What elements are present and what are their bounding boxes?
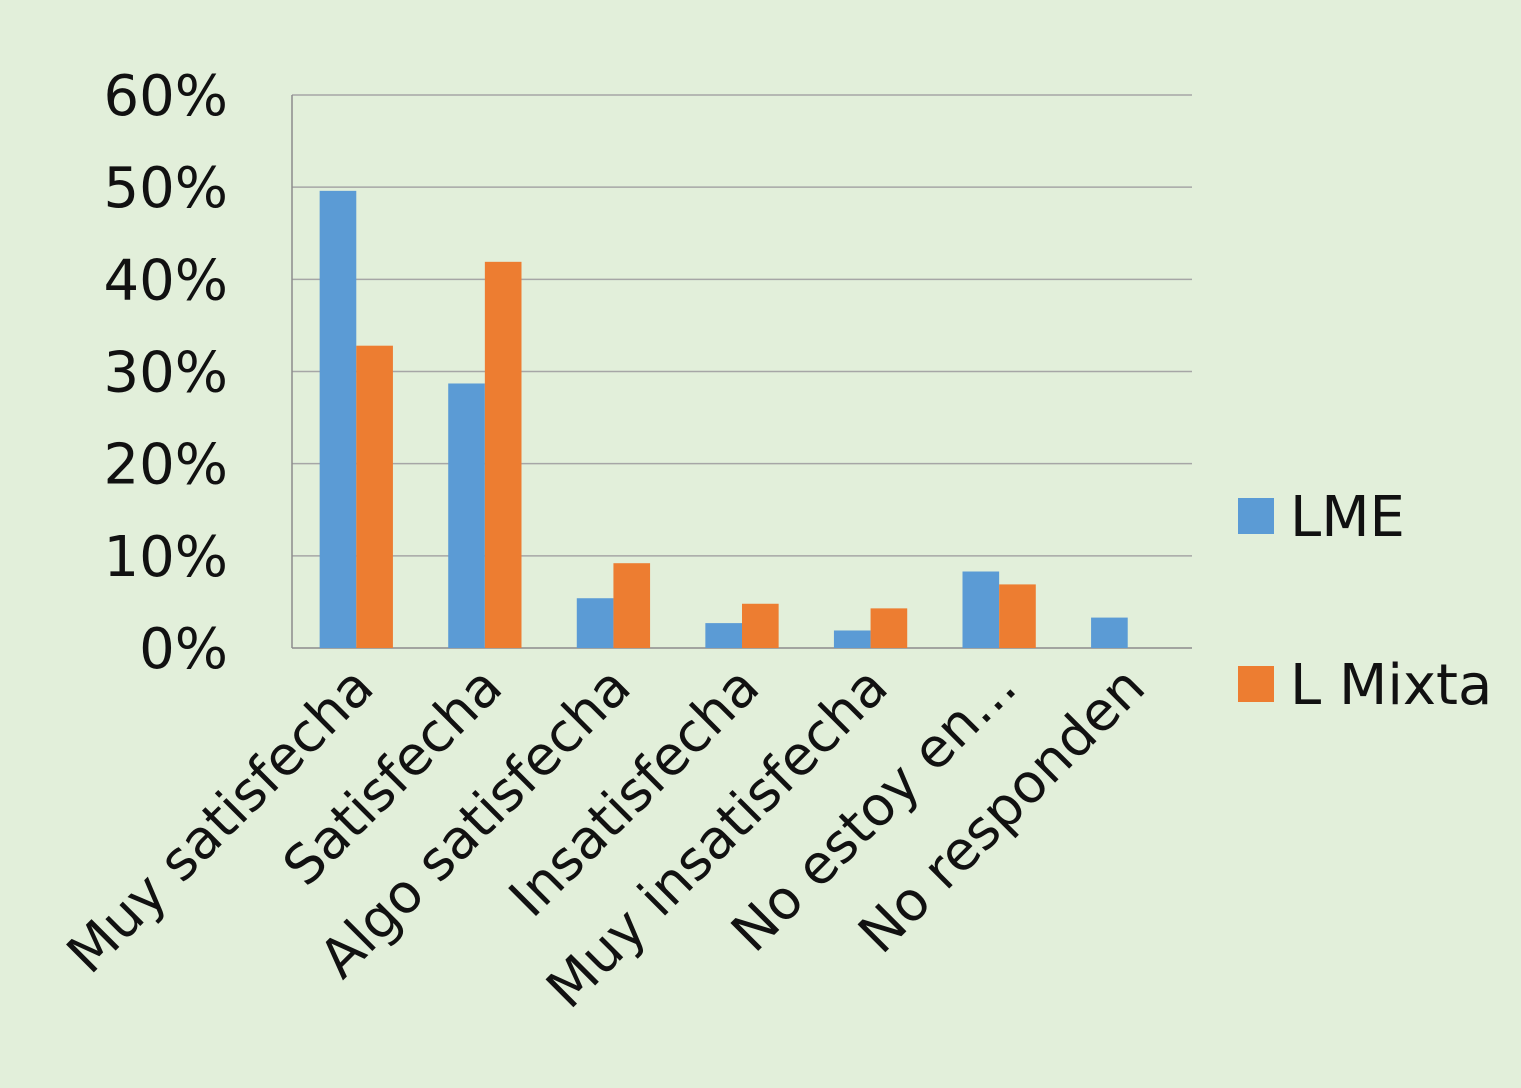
y-tick-label: 10% bbox=[104, 525, 228, 590]
bar-lme bbox=[448, 383, 485, 648]
legend-swatch bbox=[1238, 666, 1274, 702]
bar-lme bbox=[833, 630, 871, 648]
y-axis: 0% 10% 20% 30% 40% 50% 60% bbox=[104, 64, 293, 682]
bar-l-mixta bbox=[613, 563, 651, 648]
bar-lme bbox=[705, 623, 742, 648]
legend-label: L Mixta bbox=[1290, 653, 1492, 718]
bar-l-mixta bbox=[870, 608, 908, 648]
bar-l-mixta bbox=[742, 603, 779, 648]
bar-lme bbox=[962, 571, 1000, 648]
legend: LME L Mixta bbox=[1238, 485, 1492, 718]
y-tick-label: 40% bbox=[104, 248, 228, 313]
bar-l-mixta bbox=[484, 261, 522, 648]
bar-lme bbox=[576, 598, 614, 648]
gridlines bbox=[292, 94, 1192, 649]
bar-l-mixta bbox=[356, 345, 393, 648]
bar-lme bbox=[1091, 617, 1128, 648]
y-tick-label: 50% bbox=[104, 156, 228, 221]
legend-swatch bbox=[1238, 498, 1274, 534]
bar-l-mixta bbox=[999, 584, 1036, 648]
y-tick-label: 0% bbox=[139, 617, 228, 682]
y-tick-label: 30% bbox=[104, 341, 228, 406]
legend-label: LME bbox=[1290, 485, 1405, 550]
y-tick-label: 20% bbox=[104, 433, 228, 498]
y-tick-label: 60% bbox=[104, 64, 228, 129]
bars bbox=[319, 190, 1128, 648]
bar-lme bbox=[319, 190, 357, 648]
